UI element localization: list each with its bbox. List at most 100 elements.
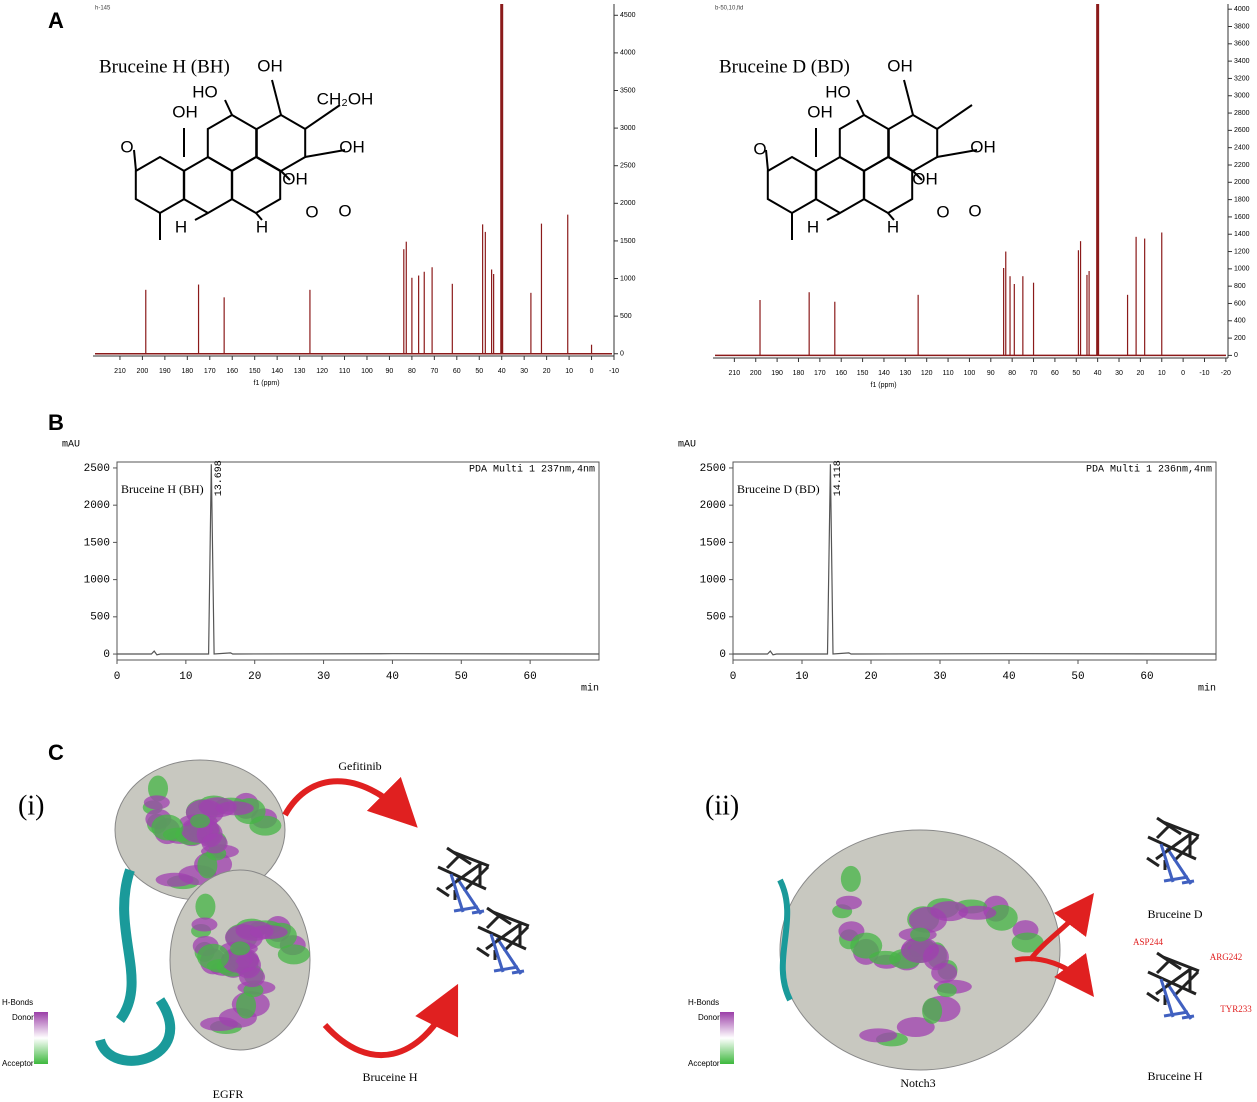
y-tick-label: 500 <box>90 612 110 624</box>
ligand-bond <box>1156 816 1182 836</box>
x-tick-label: 40 <box>1094 370 1102 377</box>
atom-label: H <box>256 217 268 236</box>
ligand-bond <box>445 861 483 891</box>
ligand-bond <box>1172 970 1200 998</box>
x-tick-label: 170 <box>204 368 216 375</box>
chromatogram <box>117 464 600 656</box>
ring <box>838 113 890 173</box>
ligand-bond <box>446 846 472 866</box>
ligand-bond <box>502 925 530 953</box>
ligand-bond <box>1146 991 1160 1003</box>
ligand-bond <box>476 946 490 958</box>
x-tick-label: 100 <box>361 368 373 375</box>
surface-patch <box>230 941 251 956</box>
bond <box>856 99 865 116</box>
x-tick-label: 40 <box>1002 671 1015 683</box>
y-tick-label: 200 <box>1234 335 1246 342</box>
y-tick-label: 1500 <box>700 537 726 549</box>
ligand-bond <box>1155 959 1171 975</box>
surface-patch <box>840 865 861 892</box>
ring <box>766 155 818 215</box>
x-tick-label: 120 <box>921 370 933 377</box>
ligand-bond <box>1163 875 1189 883</box>
x-tick-label: 60 <box>1051 370 1059 377</box>
ligand-label: Bruceine H <box>1148 1069 1203 1083</box>
chart-title: Bruceine H (BH) <box>99 56 230 77</box>
bond <box>936 149 978 158</box>
atom-label: O <box>338 201 351 220</box>
y-tick-label: 1400 <box>1234 231 1250 238</box>
y-tick-label: 2500 <box>700 463 726 475</box>
x-tick-label: 0 <box>590 368 594 375</box>
x-tick-label: 150 <box>249 368 261 375</box>
atom-label: OH <box>282 169 308 188</box>
panel-label: A <box>48 8 64 33</box>
y-tick-label: 3400 <box>1234 58 1250 65</box>
y-tick-label: 4000 <box>620 50 636 57</box>
y-tick-label: 3000 <box>620 125 636 132</box>
ligand-bond <box>511 969 525 975</box>
y-tick-label: 3200 <box>1234 75 1250 82</box>
y-tick-label: 2400 <box>1234 145 1250 152</box>
y-tick-label: 2000 <box>620 200 636 207</box>
y-tick-label: 1600 <box>1234 214 1250 221</box>
ligand-bond <box>1159 978 1175 1018</box>
y-axis-label: mAU <box>62 440 80 451</box>
surface-patch <box>249 925 288 940</box>
x-tick-label: 140 <box>878 370 890 377</box>
x-axis-label: min <box>1198 683 1216 695</box>
x-tick-label: 210 <box>114 368 126 375</box>
bond <box>304 104 341 130</box>
y-tick-label: 0 <box>103 649 110 661</box>
x-tick-label: 160 <box>226 368 238 375</box>
legend-label: Acceptor <box>688 1059 720 1068</box>
y-tick-label: 1200 <box>1234 248 1250 255</box>
atom-label: OH <box>172 102 198 121</box>
peak-label: 14.118 <box>833 460 844 496</box>
surface-patch <box>148 775 169 802</box>
y-tick-label: 4000 <box>1234 6 1250 13</box>
x-tick-label: 130 <box>899 370 911 377</box>
ring <box>134 155 186 215</box>
arrow <box>1014 952 1095 997</box>
x-tick-label: 210 <box>729 370 741 377</box>
y-tick-label: 2200 <box>1234 162 1250 169</box>
plot-frame <box>116 461 600 661</box>
y-tick-label: 2500 <box>620 163 636 170</box>
atom-label: OH <box>257 56 283 75</box>
ligand-bond <box>449 873 465 913</box>
surface-patch <box>239 967 266 988</box>
chart-title: Bruceine H (BH) <box>121 482 204 496</box>
x-tick-label: 200 <box>750 370 762 377</box>
y-tick-label: 0 <box>1234 352 1238 359</box>
x-tick-label: 30 <box>933 671 946 683</box>
x-tick-label: 150 <box>857 370 869 377</box>
y-tick-label: 2000 <box>1234 179 1250 186</box>
x-tick-label: 40 <box>498 368 506 375</box>
ligand-bond <box>436 886 450 898</box>
x-tick-label: -20 <box>1221 370 1231 377</box>
surface-patch <box>191 917 218 932</box>
arrow <box>282 776 418 828</box>
legend-label: Donor <box>698 1013 720 1022</box>
x-tick-label: -10 <box>609 368 619 375</box>
bond <box>271 79 282 116</box>
surface-patch <box>249 815 282 836</box>
y-tick-label: 1000 <box>84 575 110 587</box>
ribbon <box>777 878 793 1002</box>
x-tick-label: 10 <box>795 671 808 683</box>
bond <box>912 170 923 181</box>
ligand-bond <box>453 905 479 913</box>
atom-label: OH <box>807 102 833 121</box>
surface-patch <box>835 895 862 910</box>
x-tick-label: 130 <box>294 368 306 375</box>
x-tick-label: 20 <box>248 671 261 683</box>
ligand-bond <box>485 921 523 951</box>
surface-patch <box>277 944 310 965</box>
x-tick-label: 180 <box>181 368 193 375</box>
arrow <box>322 983 459 1059</box>
residue-label: TYR233 <box>1220 1004 1252 1014</box>
y-tick-label: 0 <box>620 351 624 358</box>
y-tick-label: 400 <box>1234 318 1246 325</box>
panel-sublabel: (i) <box>18 790 44 821</box>
